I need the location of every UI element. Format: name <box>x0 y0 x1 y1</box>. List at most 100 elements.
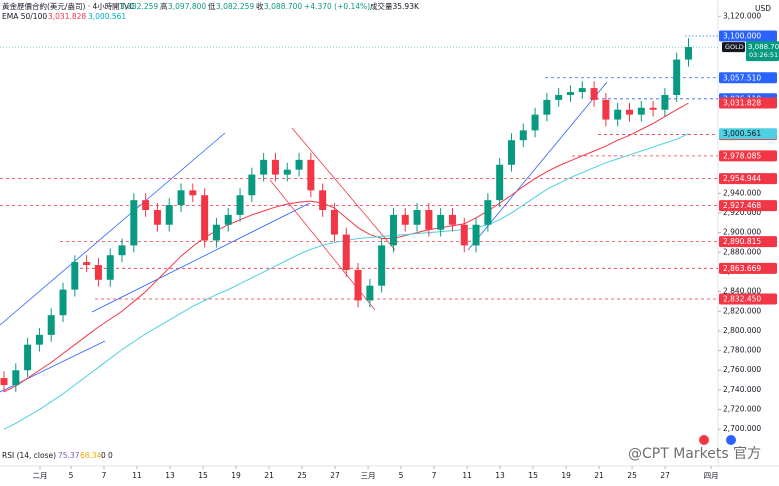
price-tag <box>719 128 777 140</box>
candle-body <box>319 190 327 210</box>
candle-body <box>366 285 374 301</box>
symbol-tag <box>722 42 745 53</box>
ohlc-label: 低 <box>208 1 216 11</box>
x-tick-label: 5 <box>399 471 404 480</box>
ohlc-value: 3,097.800 <box>168 2 206 11</box>
channel-line <box>91 202 311 313</box>
candle-body <box>295 159 303 170</box>
channel-line <box>0 132 226 326</box>
candle-body <box>590 88 598 100</box>
y-tick-label: 2,880.000 <box>723 247 761 256</box>
price-tag-label: 2,832.450 <box>723 295 761 304</box>
rsi-value: 0 <box>108 451 113 460</box>
price-tag-label: 3,057.510 <box>723 73 761 82</box>
event-icon[interactable] <box>726 435 736 445</box>
x-tick-label: 15 <box>528 471 538 480</box>
x-tick-label: 19 <box>561 471 571 480</box>
watermark: @CPT Markets 官方 <box>628 446 761 462</box>
candle-body <box>614 109 622 120</box>
x-tick-label: 11 <box>462 471 472 480</box>
ohlc-label: 高 <box>160 1 168 11</box>
price-tag-label: 2,954.944 <box>723 174 761 183</box>
candle-body <box>59 289 67 316</box>
ema-value: 3,031.828 <box>48 12 86 21</box>
symbol-tag-label: GOLD <box>725 43 744 51</box>
candle-body <box>437 214 445 230</box>
candle-body <box>47 315 55 335</box>
candle-body <box>212 224 220 241</box>
price-tag-label: 2,863.669 <box>723 264 761 273</box>
y-tick-label: 2,740.000 <box>723 385 761 394</box>
channel-line <box>291 127 396 251</box>
y-tick-label: 3,120.000 <box>723 11 761 20</box>
x-tick-label: 25 <box>627 471 637 480</box>
candle-body <box>236 195 244 215</box>
candle-body <box>401 214 409 225</box>
last-price-label: 3,088.700 <box>748 43 779 51</box>
candle-body <box>94 265 102 280</box>
x-tick-label: 三月 <box>361 471 376 480</box>
candle-body <box>637 107 645 115</box>
price-tag <box>719 30 777 42</box>
candle-body <box>177 190 185 206</box>
change: +4.370 (+0.14%) <box>304 2 370 11</box>
ohlc-label: 開 <box>112 2 120 11</box>
x-tick-label: 27 <box>330 471 340 480</box>
candle-body <box>224 214 232 225</box>
candle-body <box>271 159 279 175</box>
candle-body <box>413 209 421 225</box>
x-tick-label: 四月 <box>704 471 719 480</box>
x-tick-label: 15 <box>198 471 208 480</box>
last-price-tag <box>746 41 779 62</box>
y-tick-label: 2,720.000 <box>723 405 761 414</box>
countdown: 03:26:51 <box>749 51 778 59</box>
candle-body <box>165 205 173 225</box>
price-tag-label: 3,000.561 <box>723 129 761 138</box>
candle-body <box>201 195 209 241</box>
price-tag <box>719 72 777 84</box>
y-tick-label: 2,800.000 <box>723 326 761 335</box>
candle-body <box>448 214 456 225</box>
price-tag <box>719 236 777 248</box>
ohlc-legend: 開 3,082.259 高 3,097.800 低 3,082.259 收 3,… <box>112 1 420 11</box>
candle-body <box>71 262 79 290</box>
price-tag-label: 2,978.085 <box>723 151 761 160</box>
candle-body <box>531 114 539 131</box>
candle-body <box>673 59 681 95</box>
rsi-value: 75.37 <box>58 451 80 460</box>
candle-body <box>35 334 43 345</box>
candle-body <box>578 88 586 93</box>
y-tick-label: 2,780.000 <box>723 346 761 355</box>
candle-body <box>142 200 150 210</box>
x-tick-label: 11 <box>132 471 142 480</box>
candle-body <box>661 94 669 110</box>
price-tag <box>719 293 777 305</box>
price-tag <box>719 97 777 109</box>
x-tick-label: 二月 <box>33 471 48 480</box>
candle-body <box>106 255 114 280</box>
candle-body <box>507 140 515 165</box>
candle-body <box>24 344 32 371</box>
candle-body <box>0 378 8 385</box>
event-icon[interactable] <box>699 435 709 445</box>
x-tick-label: 25 <box>297 471 307 480</box>
y-tick-label: 2,920.000 <box>723 208 761 217</box>
ema-legend: EMA 50/100 <box>2 12 47 21</box>
candle-body <box>354 269 362 301</box>
candle-body <box>83 262 91 266</box>
rsi-value: 0 <box>101 451 106 460</box>
candle-body <box>425 209 433 230</box>
candle-body <box>342 234 350 270</box>
price-tag-label: 3,100.000 <box>723 31 761 40</box>
ohlc-value: 3,082.259 <box>120 2 158 11</box>
candle-body <box>330 209 338 235</box>
rsi-value: 68.34 <box>80 451 102 460</box>
candle-body <box>555 94 563 100</box>
x-tick-label: 5 <box>69 471 74 480</box>
price-tag-label: 2,890.815 <box>723 237 761 246</box>
candle-body <box>378 245 386 286</box>
candle-body <box>118 245 126 256</box>
x-tick-label: 13 <box>165 471 175 480</box>
x-tick-label: 27 <box>660 471 670 480</box>
